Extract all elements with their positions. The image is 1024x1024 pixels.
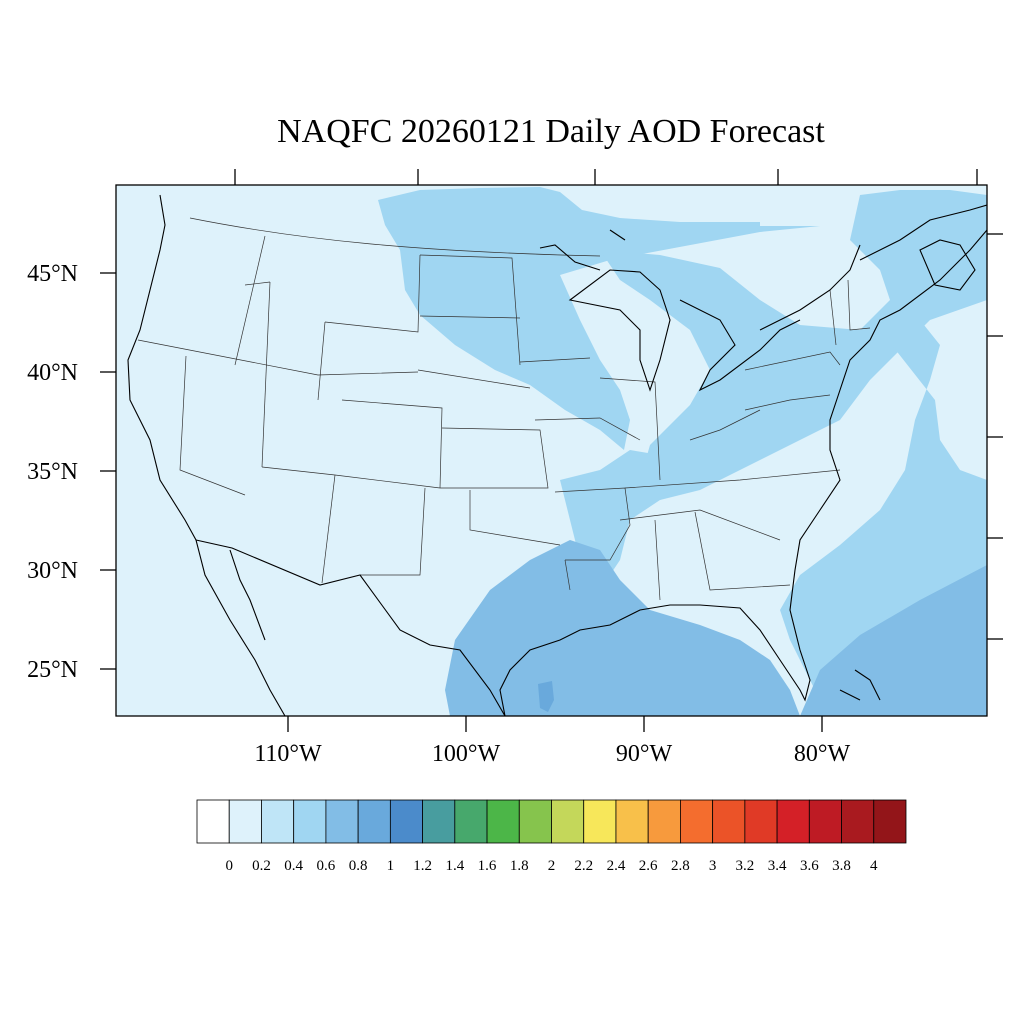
caribbean-band — [800, 565, 987, 716]
colorbar-box — [744, 799, 778, 844]
colorbar — [196, 799, 907, 844]
colorbar-tick-label: 2 — [548, 858, 556, 874]
colorbar-box — [486, 799, 520, 844]
lat-label-30n: 30°N — [27, 558, 78, 584]
colorbar-box — [647, 799, 681, 844]
aod-zones — [378, 187, 987, 716]
colorbar-tick-label: 0 — [225, 858, 233, 874]
lat-label-45n: 45°N — [27, 261, 78, 287]
colorbar-box — [680, 799, 714, 844]
colorbar-tick-label: 0.2 — [252, 858, 271, 874]
colorbar-tick-label: 1.4 — [445, 858, 464, 874]
lat-label-35n: 35°N — [27, 459, 78, 485]
colorbar-box — [583, 799, 617, 844]
lon-label-80w: 80°W — [794, 741, 851, 767]
lat-label-40n: 40°N — [27, 360, 78, 386]
colorbar-box — [808, 799, 842, 844]
colorbar-tick-label: 1.6 — [478, 858, 497, 874]
colorbar-box — [196, 799, 230, 844]
colorbar-box — [261, 799, 295, 844]
colorbar-box — [357, 799, 391, 844]
colorbar-tick-label: 4 — [870, 858, 878, 874]
colorbar-box — [841, 799, 875, 844]
colorbar-box — [615, 799, 649, 844]
axis-ticks — [100, 169, 1003, 732]
colorbar-box — [325, 799, 359, 844]
map-panel — [116, 185, 987, 716]
colorbar-tick-label: 1 — [387, 858, 395, 874]
colorbar-box — [293, 799, 327, 844]
colorbar-tick-label: 0.8 — [349, 858, 368, 874]
east-texas-spot — [538, 681, 554, 712]
colorbar-tick-label: 3.2 — [735, 858, 754, 874]
colorbar-tick-label: 3.6 — [800, 858, 819, 874]
latitude-labels: 45°N 40°N 35°N 30°N 25°N — [27, 261, 78, 683]
colorbar-box — [776, 799, 810, 844]
coastline — [127, 194, 987, 716]
lon-label-110w: 110°W — [254, 741, 322, 767]
colorbar-box — [712, 799, 746, 844]
colorbar-tick-label: 0.4 — [284, 858, 303, 874]
colorbar-box — [454, 799, 488, 844]
colorbar-tick-label: 2.4 — [607, 858, 626, 874]
lon-label-100w: 100°W — [432, 741, 501, 767]
colorbar-tick-label: 3 — [709, 858, 717, 874]
colorbar-tick-label: 3.8 — [832, 858, 851, 874]
lat-label-25n: 25°N — [27, 657, 78, 683]
colorbar-tick-label: 1.2 — [413, 858, 432, 874]
map-title: NAQFC 20260121 Daily AOD Forecast — [277, 113, 825, 150]
colorbar-box — [551, 799, 585, 844]
gulf-coast-plume — [445, 540, 800, 716]
colorbar-box — [228, 799, 262, 844]
colorbar-box — [389, 799, 423, 844]
colorbar-box — [422, 799, 456, 844]
lon-label-90w: 90°W — [616, 741, 673, 767]
state-boundaries — [137, 217, 871, 601]
colorbar-box — [873, 799, 907, 844]
colorbar-labels: 0 0.2 0.4 0.6 0.8 1 1.2 1.4 1.6 1.8 2 2.2 2.4 2.6 2.8 3… — [225, 858, 878, 874]
longitude-labels: 110°W 100°W 90°W 80°W — [254, 741, 850, 767]
colorbar-tick-label: 1.8 — [510, 858, 529, 874]
colorbar-box — [518, 799, 552, 844]
north-plains-band — [378, 187, 820, 450]
colorbar-tick-label: 2.8 — [671, 858, 690, 874]
map-frame — [115, 184, 988, 717]
colorbar-tick-label: 2.6 — [639, 858, 658, 874]
colorbar-tick-label: 3.4 — [768, 858, 787, 874]
colorbar-tick-label: 2.2 — [574, 858, 593, 874]
great-lakes-band — [600, 190, 987, 500]
colorbar-tick-label: 0.6 — [317, 858, 336, 874]
